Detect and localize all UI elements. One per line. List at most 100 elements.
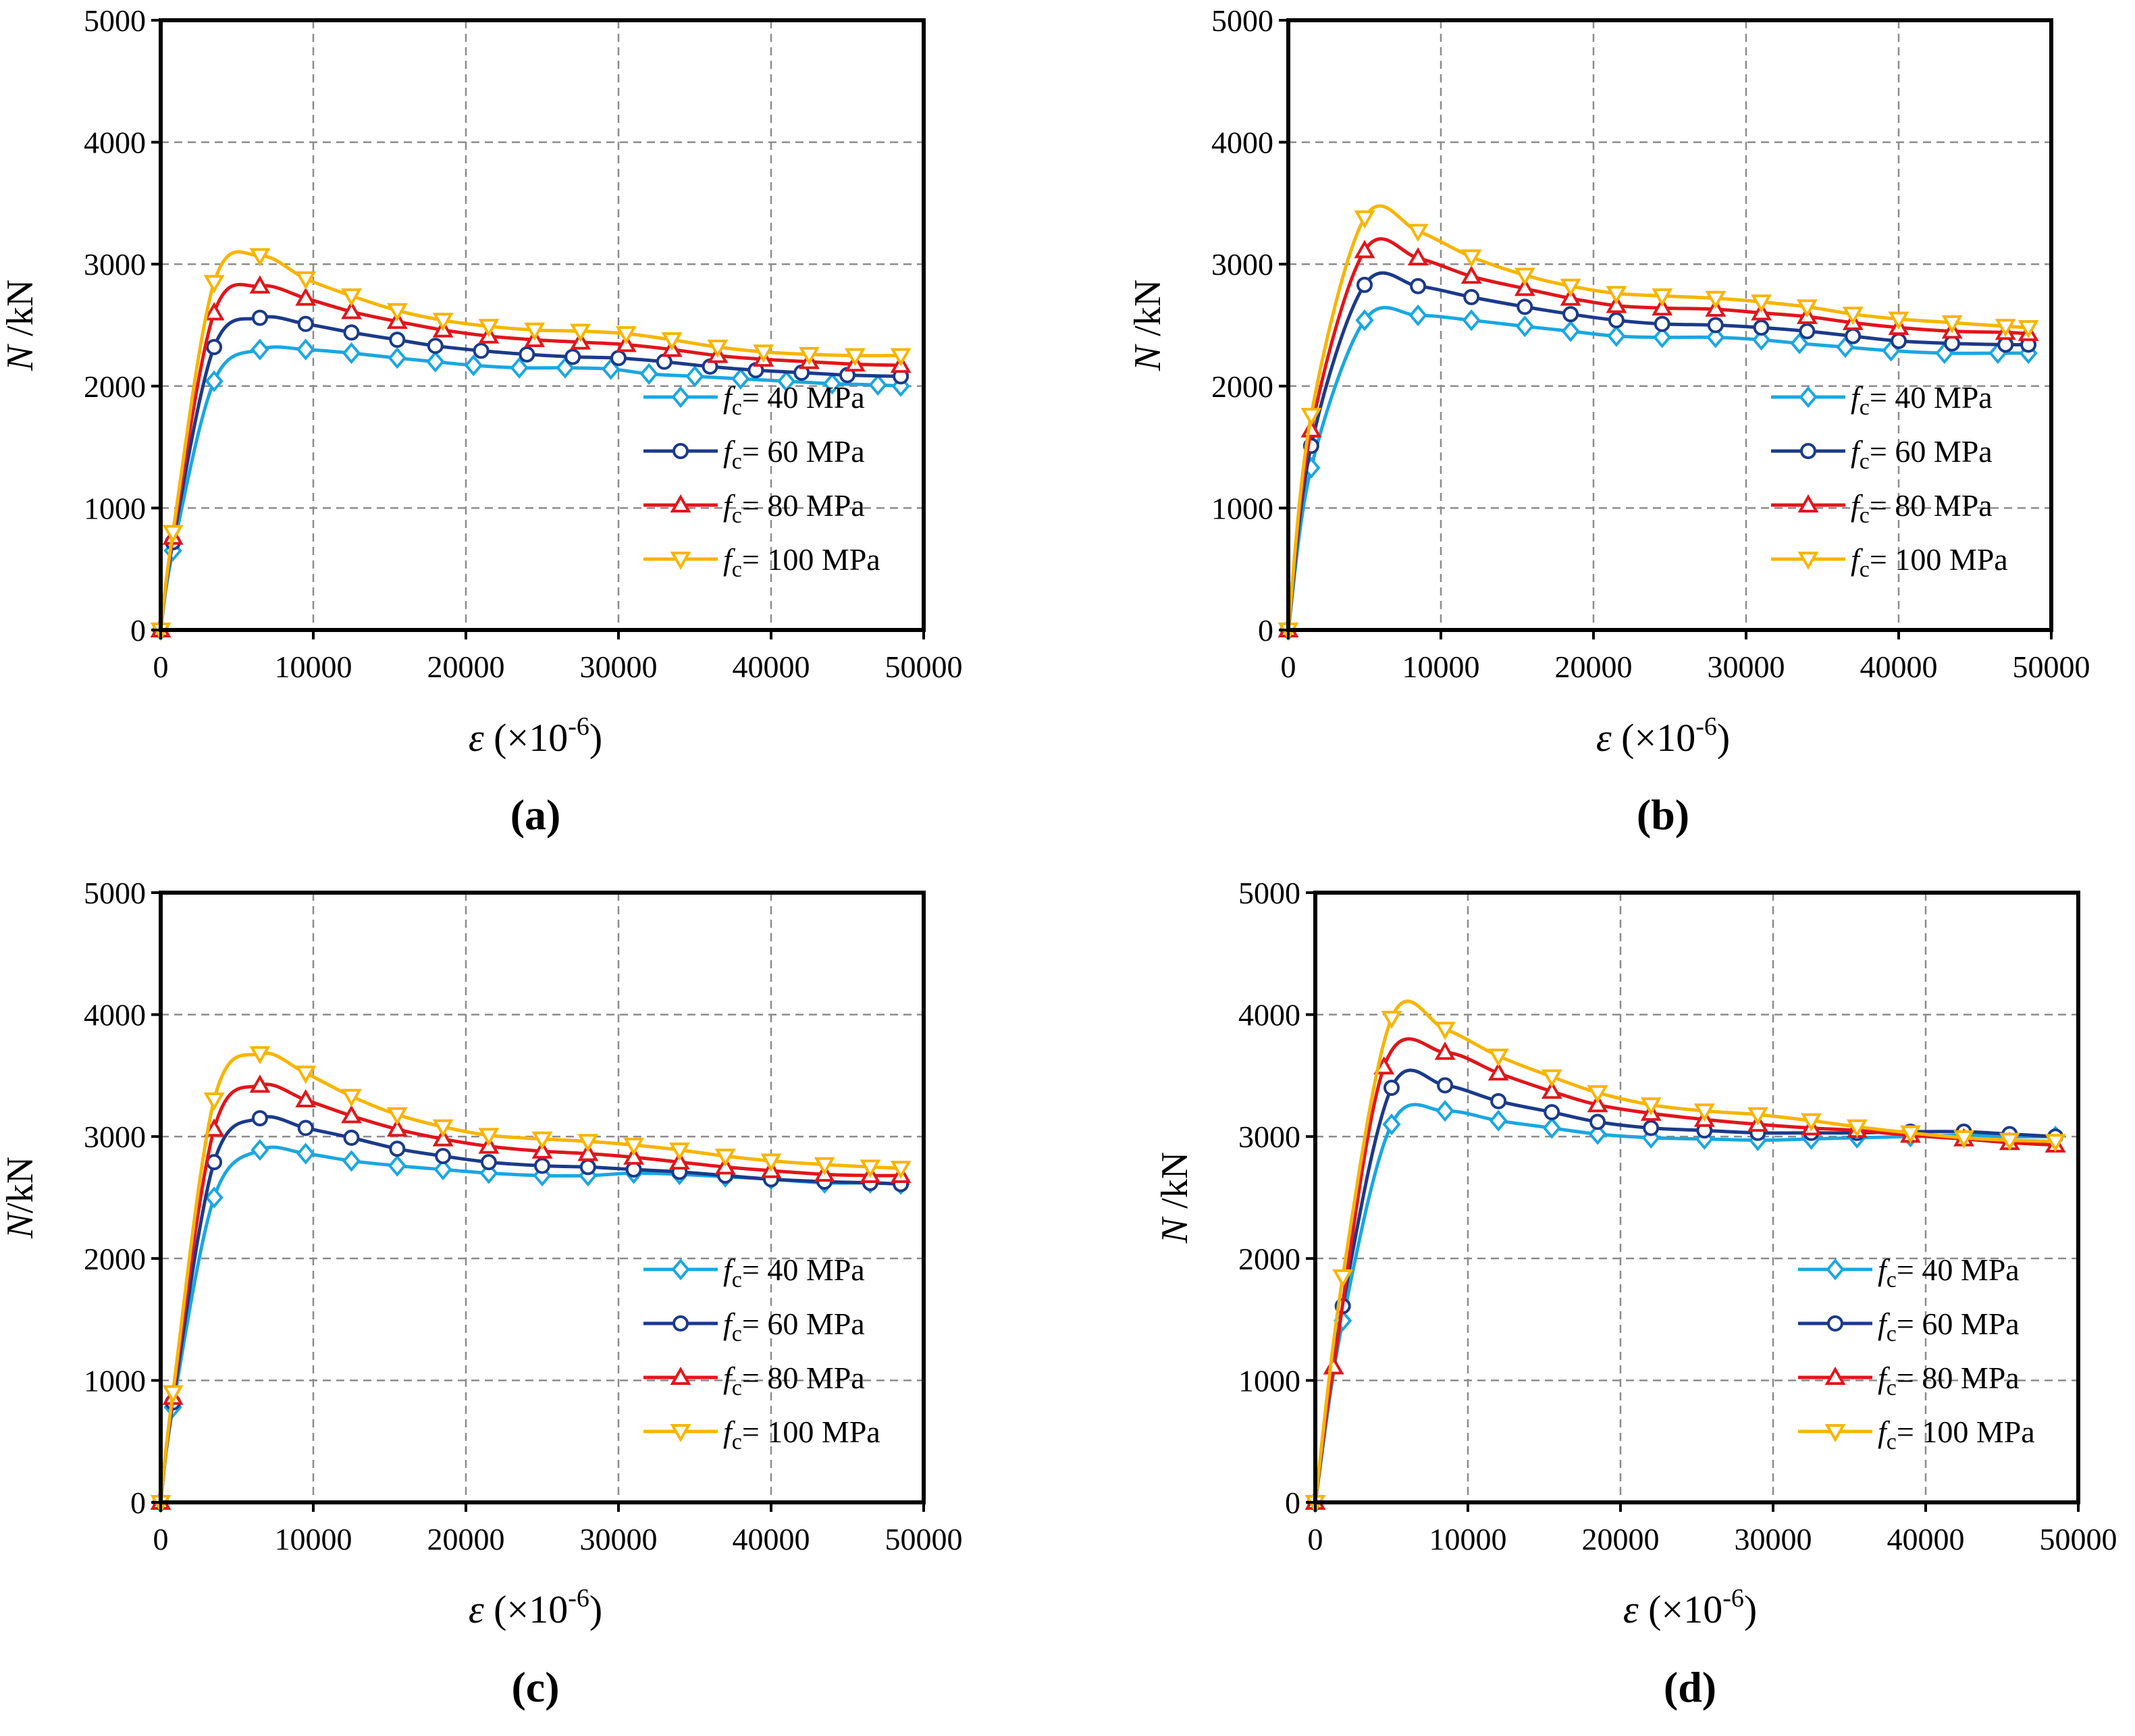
data-point [625,1161,642,1178]
y-tick-label: 4000 [1238,998,1300,1032]
data-point [249,275,271,294]
y-tick-label: 1000 [84,491,146,525]
data-point [1944,335,1961,352]
y-tick-label: 5000 [1211,3,1273,38]
data-point [1801,1113,1822,1132]
data-point [1460,249,1482,268]
legend-label: = 40 MPa [742,1253,865,1287]
panel-label: (c) [511,1663,559,1711]
y-axis-label: N /kN [0,280,41,371]
y-tick-label: 3000 [1238,1120,1300,1154]
data-point [1407,247,1429,266]
data-point [432,1119,454,1138]
legend-label: = 60 MPa [742,434,865,469]
data-point [386,1107,408,1126]
chart-2: 0 10000 20000 30000 40000 50000 0 1000 2000 3000 4… [0,876,963,1711]
data-point [1332,1269,1354,1288]
data-point [814,1157,835,1176]
data-point [661,332,683,351]
data-point [1796,299,1818,318]
legend-subscript: c [1887,1375,1897,1400]
data-point [295,287,317,306]
x-tick-label: 20000 [427,650,505,684]
legend-marker [1797,552,1819,571]
data-point [343,324,360,341]
legend-entry: fc= 80 MPa [723,1361,865,1400]
y-tick-label: 5000 [84,3,146,38]
data-point [249,248,271,267]
legend-marker [1826,1258,1845,1281]
legend-label: = 40 MPa [1897,1253,2020,1287]
data-point [203,1093,225,1111]
data-point [205,370,223,392]
x-tick-label: 0 [1281,650,1296,684]
data-point [1542,1117,1561,1139]
legend-marker [1800,443,1816,459]
data-point [656,353,673,370]
data-point [473,342,490,359]
data-point [868,373,887,396]
series-fc40 [1279,304,2038,641]
data-point [844,348,866,367]
x-axis-unit: (×10 [1639,1587,1723,1631]
legend-label: = 80 MPa [742,1361,865,1395]
data-point [296,338,315,361]
data-point [1999,1132,2020,1151]
data-point [1323,1356,1344,1375]
data-point [342,342,361,365]
plot-frame [1286,18,2053,632]
data-point [2018,320,2039,339]
legend-subscript: c [1887,1429,1897,1454]
data-point [203,302,225,321]
x-axis-unit: (×10 [1612,716,1696,760]
data-point [1589,1113,1606,1130]
data-point [623,1146,645,1165]
y-tick-label: 1000 [1238,1363,1300,1398]
data-point [615,326,637,345]
data-point [776,370,796,392]
x-tick-label: 10000 [275,650,352,684]
y-tick-label: 3000 [84,247,146,282]
data-point [1514,267,1535,286]
x-tick-label: 10000 [1402,650,1480,684]
data-point [249,1074,271,1093]
data-point [1640,1097,1662,1116]
data-point [1560,278,1581,297]
data-point [1654,315,1670,332]
legend-label: = 80 MPa [1870,488,1993,523]
data-point [577,1142,599,1161]
legend: fc= 40 MPa fc= 60 MPa fc= 80 MPa fc= 100 MP… [643,380,880,582]
legend-entry: fc= 60 MPa [1851,434,1993,474]
x-axis-exponent: -6 [568,1584,589,1612]
x-axis-close: ) [1717,716,1730,760]
y-tick-label: 0 [1258,613,1273,648]
legend-label: = 100 MPa [742,1415,880,1449]
data-point [1541,1080,1562,1099]
chart-0: 0 10000 20000 30000 40000 50000 0 1000 2000 3000 4… [0,3,963,839]
legend-subscript: c [1860,449,1870,474]
data-point [1747,1107,1768,1126]
data-point [206,339,223,356]
legend-label: = 80 MPa [742,488,865,523]
data-point [1462,309,1481,332]
legend-subscript: c [732,449,742,474]
data-point [1544,1104,1560,1121]
data-point [1487,1049,1509,1068]
panel-label: (b) [1637,791,1689,839]
legend-label: = 100 MPa [1897,1415,2035,1449]
legend-marker [671,386,690,409]
data-point [1652,297,1673,316]
legend-entry: fc= 40 MPa [1878,1253,2020,1292]
data-point [1487,1062,1509,1081]
legend-label: = 60 MPa [742,1307,865,1341]
legend-entry: fc= 100 MPa [1878,1415,2035,1454]
data-point [1410,278,1427,294]
y-tick-label: 0 [1285,1485,1300,1520]
y-tick-label: 2000 [1211,369,1273,404]
legend-entry: fc= 100 MPa [723,542,880,582]
legend-marker [1827,1315,1843,1332]
y-axis-label: N /kN [1127,280,1169,371]
data-point [342,1150,361,1172]
legend-entry: fc= 60 MPa [723,434,865,474]
